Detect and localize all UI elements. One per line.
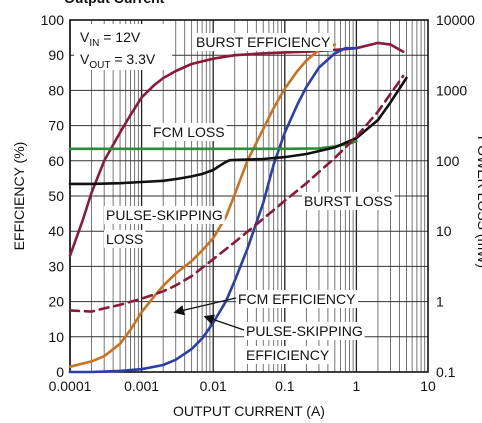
y-tick-label: 70 (48, 118, 64, 134)
label-burst-efficiency-bg (194, 33, 333, 51)
conditions-box (74, 24, 172, 70)
label-pulse-skipping-loss-line1-bg (104, 206, 225, 224)
y-tick-label: 0 (56, 364, 64, 380)
y2-tick-label: 10000 (436, 12, 475, 28)
conditions-text: VOUT = 3.3V (80, 51, 156, 71)
y-tick-label: 80 (48, 82, 64, 98)
y-tick-label: 100 (41, 12, 65, 28)
y2-tick-label: 1 (436, 294, 444, 310)
label-pulse-skipping-loss-line2: LOSS (106, 231, 143, 247)
label-burst-loss: BURST LOSS (304, 193, 392, 209)
y-axis-title: EFFICIENCY (%) (11, 142, 27, 251)
series-pulse-skipping-loss (68, 76, 408, 186)
series-layer (68, 41, 408, 374)
label-burst-efficiency: BURST EFFICIENCY (196, 34, 331, 50)
x-tick-label: 0.001 (124, 378, 159, 394)
label-fcm-efficiency-bg (236, 290, 359, 308)
series-pulse-skipping-efficiency (68, 43, 337, 369)
plot-frame (69, 19, 429, 373)
label-pulse-skipping-efficiency-line1: PULSE-SKIPPING (246, 323, 363, 339)
x-tick-label: 1 (353, 378, 361, 394)
x-axis-title: OUTPUT CURRENT (A) (173, 403, 325, 419)
label-pulse-skipping-loss-line2-bg (104, 230, 146, 248)
y2-tick-label: 100 (436, 153, 460, 169)
x-tick-label: 0.01 (200, 378, 227, 394)
x-tick-label: 10 (420, 378, 436, 394)
label-fcm-loss-bg (151, 123, 227, 141)
series-fcm-efficiency (68, 46, 358, 374)
x-tick-label: 0.0001 (49, 378, 92, 394)
y-tick-label: 10 (48, 329, 64, 345)
y2-tick-label: 1000 (436, 82, 467, 98)
y2-tick-label: 0.1 (436, 364, 456, 380)
y-tick-label: 20 (48, 294, 64, 310)
y-tick-label: 30 (48, 258, 64, 274)
arrow-fcm-efficiency (173, 297, 237, 316)
label-layer: 0.0001 0.001 0.01 0.1 1 100102030405060708090… (11, 0, 482, 419)
label-pulse-skipping-efficiency-line2-bg (244, 346, 332, 364)
x-tick-label: 0.1 (275, 378, 295, 394)
label-burst-loss-bg (302, 192, 395, 210)
y-tick-label: 40 (48, 223, 64, 239)
chart-title: Output Current (64, 0, 165, 6)
label-fcm-efficiency: FCM EFFICIENCY (238, 291, 356, 307)
y2-tick-label: 10 (436, 223, 452, 239)
label-pulse-skipping-efficiency-line1-bg (244, 322, 365, 340)
conditions-text: VIN = 12V (80, 29, 141, 49)
y-tick-label: 60 (48, 153, 64, 169)
label-pulse-skipping-loss-line1: PULSE-SKIPPING (106, 207, 223, 223)
y2-axis-title: POWER LOSS (mW) (475, 136, 482, 268)
y-tick-label: 50 (48, 188, 64, 204)
y-tick-label: 90 (48, 47, 64, 63)
label-fcm-loss: FCM LOSS (153, 124, 225, 140)
arrow-pulse-skipping-efficiency (203, 314, 245, 331)
label-pulse-skipping-efficiency-line2: EFFICIENCY (246, 347, 330, 363)
series-burst-loss (68, 74, 405, 313)
